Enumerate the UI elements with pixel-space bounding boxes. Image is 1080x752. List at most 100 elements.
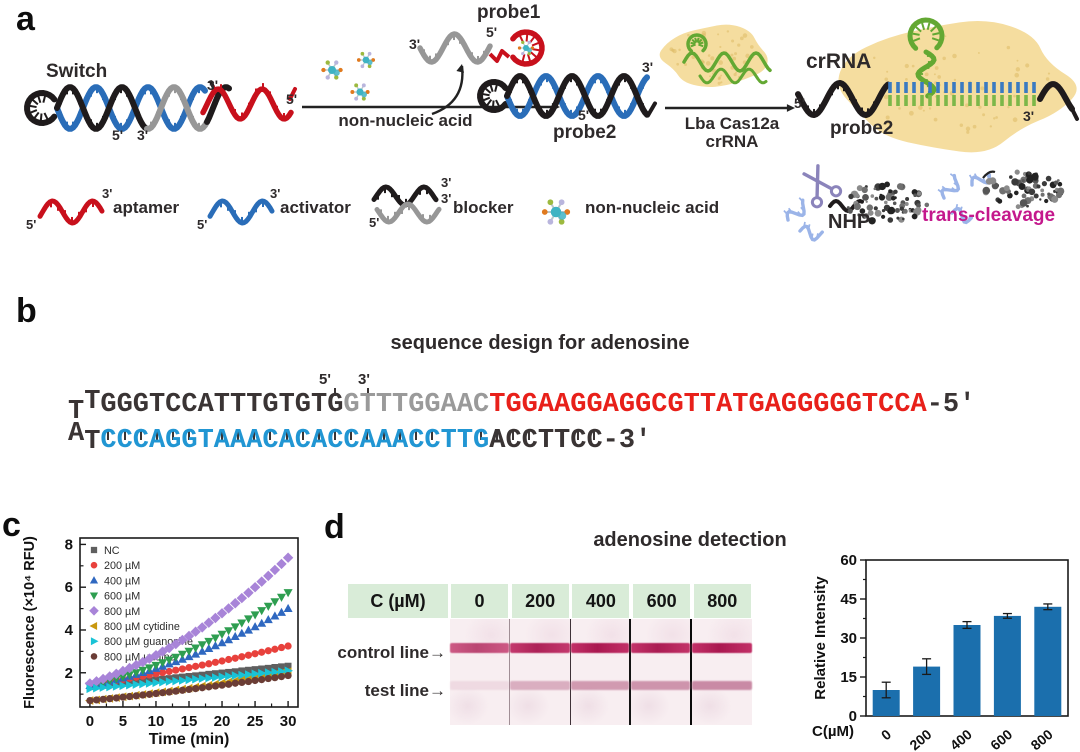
- activator-5prime-label: 5': [197, 217, 208, 232]
- aptamer-5prime-label: 5': [26, 217, 37, 232]
- svg-text:6: 6: [65, 579, 73, 596]
- base-pair-bar: [117, 421, 133, 448]
- blocker-3prime-top-label: 3': [441, 175, 452, 190]
- svg-text:60: 60: [840, 552, 857, 569]
- base-pair-bar: [343, 421, 359, 448]
- non-nucleic-acid-molecule-icon: [321, 60, 343, 80]
- base-pair-bar: [440, 421, 456, 448]
- base-pair-bar: [537, 421, 553, 448]
- svg-text:Fluorescence (×10⁴ RFU): Fluorescence (×10⁴ RFU): [22, 536, 38, 709]
- svg-text:Relative Intensity: Relative Intensity: [812, 576, 829, 700]
- cleaved-ssdna-ribbon: [950, 203, 974, 225]
- svg-text:0: 0: [849, 708, 857, 725]
- lfa-strip: [510, 619, 571, 725]
- sequence-segment: ACCTTCC: [489, 426, 603, 456]
- probe2-label: probe2: [553, 122, 617, 143]
- complex-3prime-label: 3': [1023, 108, 1035, 124]
- base-pair-bar: [554, 421, 570, 448]
- lfa-strip: [570, 619, 632, 725]
- lfa-strip: [450, 619, 511, 725]
- base-pair-bar: [181, 421, 197, 448]
- svg-text:800 µM: 800 µM: [104, 606, 140, 618]
- sequence-block: 5' 3' TTGGGTCCATTTGTGTGGTTTGGAACTGGAAGGA…: [68, 372, 1028, 468]
- non-nucleic-acid-molecule-icon: [517, 40, 535, 56]
- non-nucleic-acid-molecule-icon: [356, 51, 376, 69]
- switch-bottom-3prime-label: 3': [137, 127, 149, 143]
- activator-3prime-label: 3': [270, 186, 281, 201]
- panel-a-legend-art: [37, 184, 571, 226]
- base-pair-bar: [392, 421, 408, 448]
- cleaved-ssdna-ribbon: [937, 173, 961, 200]
- hairpin-loop-base: T: [84, 387, 101, 417]
- complex-5prime-label: 5': [794, 95, 806, 111]
- svg-text:45: 45: [840, 591, 857, 608]
- test-line-band: [691, 681, 752, 690]
- svg-text:25: 25: [247, 713, 264, 730]
- seq-5prime-label: 5': [319, 371, 331, 388]
- strand-end-label: -5': [926, 390, 976, 420]
- switch-helix: [24, 80, 297, 132]
- lateral-flow-strips: [450, 619, 753, 725]
- svg-text:600: 600: [987, 726, 1015, 752]
- non-nucleic-acid-molecule-icon: [350, 83, 370, 101]
- legend-non-nucleic-acid-label: non-nucleic acid: [585, 198, 720, 217]
- base-pair-bar: [262, 421, 278, 448]
- svg-text:0: 0: [878, 726, 894, 743]
- seq-5prime-tick: [334, 388, 336, 396]
- bottom-strand-sequence: ATCCCAGGTAAACACACCAAACCTTGACCTTCC-3': [68, 421, 651, 456]
- seq-3prime-label: 3': [358, 371, 370, 388]
- blocker-3prime-bottom-label: 3': [441, 191, 452, 206]
- hairpin-loop-base: A: [68, 419, 85, 449]
- legend-activator-label: activator: [280, 198, 351, 217]
- nhp-nanoparticle-cluster: [846, 181, 930, 225]
- lfa-strip: [691, 619, 752, 725]
- test-line-band: [570, 681, 630, 690]
- base-pair-bar: [424, 421, 440, 448]
- sequence-segment: TGGAAGGAGGCGTTATGAGGGGGTCCA: [489, 390, 927, 420]
- probe2-right-label: probe2: [830, 118, 894, 139]
- panel-b-letter: b: [16, 292, 37, 330]
- test-line-arrow-icon: →: [429, 681, 446, 700]
- legend-blocker-label: blocker: [453, 198, 514, 217]
- base-pair-bar: [473, 421, 489, 448]
- svg-text:30: 30: [280, 713, 297, 730]
- panel-a-letter: a: [16, 0, 35, 38]
- base-pair-bar: [246, 421, 262, 448]
- test-line-band: [510, 681, 570, 690]
- svg-text:8: 8: [65, 536, 73, 553]
- svg-text:10: 10: [148, 713, 165, 730]
- base-pair-bar: [295, 421, 311, 448]
- nhp-label: NHP: [828, 211, 871, 233]
- test-line-band: [450, 681, 510, 690]
- base-pair-bar: [505, 421, 521, 448]
- panel-d-letter: d: [324, 508, 345, 546]
- concentration-header-cell: 600: [633, 584, 691, 618]
- test-line-band: [631, 681, 690, 690]
- control-line-arrow-icon: →: [429, 643, 446, 662]
- base-pair-bar: [100, 421, 116, 448]
- control-line-band: [631, 643, 690, 653]
- probe2-5prime-label: 5': [578, 107, 590, 123]
- base-pair-bar: [278, 421, 294, 448]
- cleaved-ssdna-ribbon: [783, 197, 806, 222]
- cas12a-crRNA-probe2-complex: [795, 17, 1079, 153]
- svg-text:200: 200: [906, 726, 934, 752]
- test-line-text: test line: [364, 681, 429, 700]
- seq-3prime-tick: [367, 388, 369, 396]
- adenosine-detection-title: adenosine detection: [593, 529, 787, 551]
- lfa-strip: [631, 619, 692, 725]
- non-nucleic-acid-arrow-label: non-nucleic acid: [338, 111, 473, 130]
- cas-arrow-label-line2: crRNA: [705, 132, 759, 151]
- svg-text:5: 5: [119, 713, 127, 730]
- base-pair-bar: [133, 421, 149, 448]
- svg-text:2: 2: [65, 665, 73, 682]
- svg-text:C(µM): C(µM): [812, 723, 854, 740]
- svg-text:400: 400: [947, 726, 975, 752]
- probe1-3prime-label: 3': [409, 36, 421, 52]
- svg-text:15: 15: [181, 713, 198, 730]
- svg-text:20: 20: [214, 713, 231, 730]
- fluorescence-time-chart: 2 4 6 8 0 5 10 15 20 25 30 Fluorescence (×10⁴ RFU) T…: [22, 536, 299, 748]
- probe1-structure: [417, 29, 545, 67]
